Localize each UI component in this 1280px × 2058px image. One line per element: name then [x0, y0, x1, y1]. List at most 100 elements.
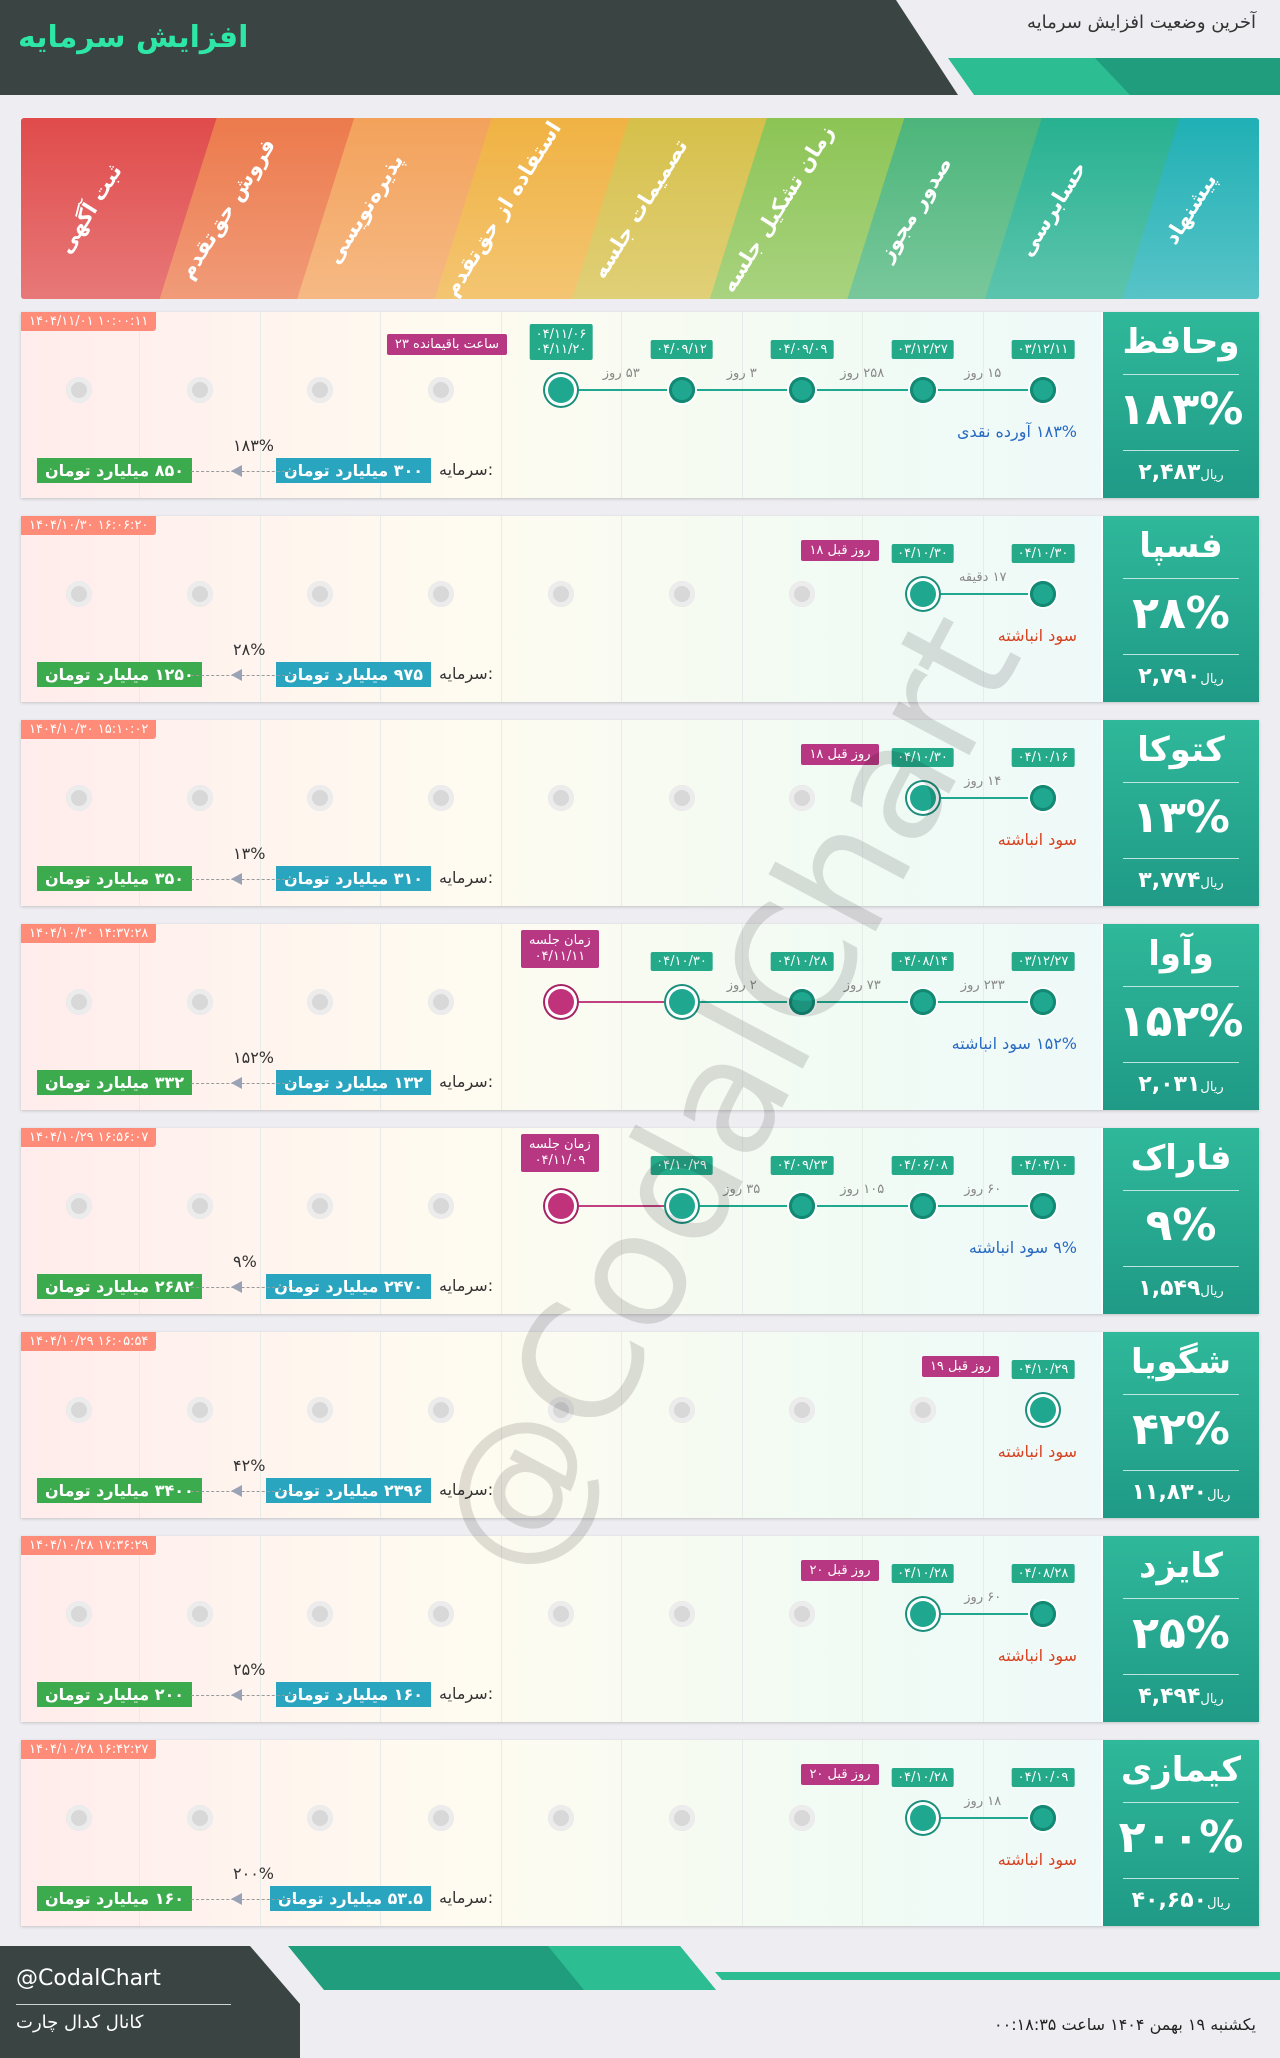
- step-node: [186, 785, 213, 811]
- price-unit: ریال: [1200, 468, 1224, 483]
- step-node: [668, 1397, 695, 1423]
- company-symbol[interactable]: شگویا: [1130, 1342, 1232, 1382]
- pending-label: ۱۸ روز قبل: [801, 540, 879, 561]
- company-card[interactable]: ۰۴/۱۰/۲۹ ۱۹ روز قبل سود انباشته ۱۴۰۴/۱۰/۲۹ …: [21, 1332, 1259, 1518]
- meeting-date: ۰۴/۱۱/۱۱: [534, 949, 586, 964]
- step-node: [66, 989, 92, 1015]
- column-divider: [380, 924, 381, 1110]
- price-unit: ریال: [1200, 672, 1224, 687]
- company-symbol[interactable]: وآوا: [1148, 934, 1214, 974]
- company-symbol[interactable]: فاراک: [1130, 1138, 1232, 1178]
- timestamp-badge: ۱۴۰۴/۱۰/۲۸ ۱۶:۴۲:۲۷: [21, 1740, 157, 1759]
- column-divider: [139, 720, 140, 906]
- meeting-label: زمان جلسه ۰۴/۱۱/۱۱: [521, 930, 599, 968]
- column-divider: [982, 516, 984, 702]
- price-value: ۱,۵۴۹: [1138, 1276, 1201, 1301]
- step-node: [548, 1193, 574, 1219]
- date-text: ۰۴/۰۹/۱۲: [656, 342, 707, 357]
- company-card[interactable]: ۰۳/۱۲/۲۷ ۰۴/۰۸/۱۴ ۰۴/۱۰/۲۸ ۰۴/۱۰/۳۰ ۲۳۳ روز ۷…: [21, 924, 1259, 1110]
- company-card[interactable]: ۰۴/۱۰/۳۰ ۰۴/۱۰/۳۰ ۱۷ دقیقه ۱۸ روز قبل سود ان…: [21, 516, 1259, 702]
- company-summary[interactable]: کیمازی ۲۰۰% ریال۴۰,۶۵۰: [1103, 1740, 1259, 1926]
- date-text: ۰۴/۰۹/۲۳: [776, 1158, 828, 1173]
- summary-divider: [1123, 1062, 1239, 1063]
- step-node: [1030, 785, 1056, 811]
- company-summary[interactable]: فاراک ۹% ریال۱,۵۴۹: [1103, 1128, 1259, 1314]
- column-divider: [741, 720, 743, 906]
- gap-label: ۶۰ روز: [964, 1590, 1002, 1605]
- company-price: ریال۴۰,۶۵۰: [1103, 1888, 1259, 1913]
- capital-label: سرمایه:: [439, 1480, 494, 1499]
- top-banner: [0, 0, 1280, 98]
- step-node: [186, 1805, 213, 1831]
- capital-arrow: [191, 879, 295, 880]
- column-divider: [380, 1536, 381, 1722]
- company-symbol[interactable]: کیمازی: [1121, 1750, 1241, 1790]
- step-node: [307, 581, 333, 607]
- gap-label: ۲۳۳ روز: [960, 978, 1005, 993]
- company-summary[interactable]: وآوا ۱۵۲% ریال۲,۰۳۱: [1103, 924, 1259, 1110]
- step-node: [186, 1193, 213, 1219]
- capital-arrow-head: [231, 669, 242, 681]
- pending-label: ۲۰ روز قبل: [801, 1764, 879, 1785]
- meeting-line: [561, 1001, 682, 1003]
- company-card[interactable]: ۰۳/۱۲/۱۱ ۰۳/۱۲/۲۷ ۰۴/۰۹/۰۹ ۰۴/۰۹/۱۲ ۰۴/۱۱/۰۶…: [21, 312, 1259, 498]
- date-text: ۰۴/۱۰/۳۰: [897, 546, 948, 561]
- summary-divider: [1123, 450, 1239, 451]
- column-divider: [380, 516, 381, 702]
- column-divider: [982, 720, 984, 906]
- step-node: [66, 581, 92, 607]
- column-divider: [741, 1128, 743, 1314]
- company-price: ریال۱,۵۴۹: [1103, 1276, 1259, 1301]
- company-symbol[interactable]: فسپا: [1139, 526, 1223, 566]
- column-divider: [862, 312, 863, 498]
- timeline-line: [681, 1001, 1043, 1003]
- footer-divider: [16, 2004, 231, 2005]
- date-label: ۰۴/۱۱/۰۶ ۰۴/۱۱/۲۰: [529, 324, 593, 360]
- summary-divider: [1123, 1878, 1239, 1879]
- step-node: [66, 377, 92, 403]
- column-divider: [380, 312, 381, 498]
- date-label: ۰۴/۰۸/۲۸: [1011, 1564, 1075, 1583]
- company-card[interactable]: ۰۴/۱۰/۱۶ ۰۴/۱۰/۳۰ ۱۴ روز ۱۸ روز قبل سود انبا…: [21, 720, 1259, 906]
- capital-arrow: [191, 471, 295, 472]
- step-node: [789, 1397, 815, 1423]
- company-symbol[interactable]: وحافظ: [1122, 322, 1240, 362]
- price-unit: ریال: [1200, 1080, 1224, 1095]
- page-title: افزایش سرمایه: [18, 20, 249, 55]
- company-symbol[interactable]: کتوکا: [1137, 730, 1225, 770]
- step-node: [307, 1601, 333, 1627]
- capital-increase-percent: ۹%: [1145, 1200, 1217, 1251]
- footer-handle[interactable]: @CodalChart: [16, 1966, 161, 1991]
- company-summary[interactable]: فسپا ۲۸% ریال۲,۷۹۰: [1103, 516, 1259, 702]
- column-divider: [621, 516, 622, 702]
- company-price: ریال۲,۰۳۱: [1103, 1072, 1259, 1097]
- date-label: ۰۴/۰۶/۰۸: [891, 1156, 954, 1175]
- date-label: ۰۴/۱۰/۳۰: [1011, 544, 1075, 563]
- summary-divider: [1123, 1190, 1239, 1191]
- column-divider: [259, 924, 261, 1110]
- company-card[interactable]: ۰۴/۱۰/۰۹ ۰۴/۱۰/۲۸ ۱۸ روز ۲۰ روز قبل سود انبا…: [21, 1740, 1259, 1926]
- company-card[interactable]: ۰۴/۰۴/۱۰ ۰۴/۰۶/۰۸ ۰۴/۰۹/۲۳ ۰۴/۱۰/۲۹ ۶۰ روز ۱۰…: [21, 1128, 1259, 1314]
- company-summary[interactable]: کایزد ۲۵% ریال۴,۴۹۴: [1103, 1536, 1259, 1722]
- company-card[interactable]: ۰۴/۰۸/۲۸ ۰۴/۱۰/۲۸ ۶۰ روز ۲۰ روز قبل سود انبا…: [21, 1536, 1259, 1722]
- company-summary[interactable]: کتوکا ۱۳% ریال۳,۷۷۴: [1103, 720, 1259, 906]
- step-node: [548, 1601, 574, 1627]
- step-node: [548, 1397, 574, 1423]
- step-node: [427, 1397, 454, 1423]
- gap-label: ۱۸ روز: [964, 1794, 1002, 1809]
- step-node: [307, 785, 333, 811]
- capital-percent: ۱۵۲%: [233, 1048, 274, 1067]
- summary-divider: [1123, 858, 1239, 859]
- gap-label: ۶۰ روز: [964, 1182, 1002, 1197]
- column-divider: [862, 720, 863, 906]
- footer-channel[interactable]: کانال کدال چارت: [16, 2012, 144, 2033]
- company-summary[interactable]: وحافظ ۱۸۳% ریال۲,۴۸۳: [1103, 312, 1259, 498]
- capital-new: ۳۳۲ میلیارد تومان: [37, 1070, 192, 1095]
- company-symbol[interactable]: کایزد: [1139, 1546, 1223, 1586]
- step-node: [307, 1397, 333, 1423]
- capital-label: سرمایه:: [439, 1276, 494, 1295]
- gap-label: ۲۵۸ روز: [840, 366, 885, 381]
- capital-old: ۳۰۰ میلیارد تومان: [276, 458, 431, 483]
- page-subtitle: آخرین وضعیت افزایش سرمایه: [1027, 12, 1256, 33]
- company-summary[interactable]: شگویا ۴۲% ریال۱۱,۸۳۰: [1103, 1332, 1259, 1518]
